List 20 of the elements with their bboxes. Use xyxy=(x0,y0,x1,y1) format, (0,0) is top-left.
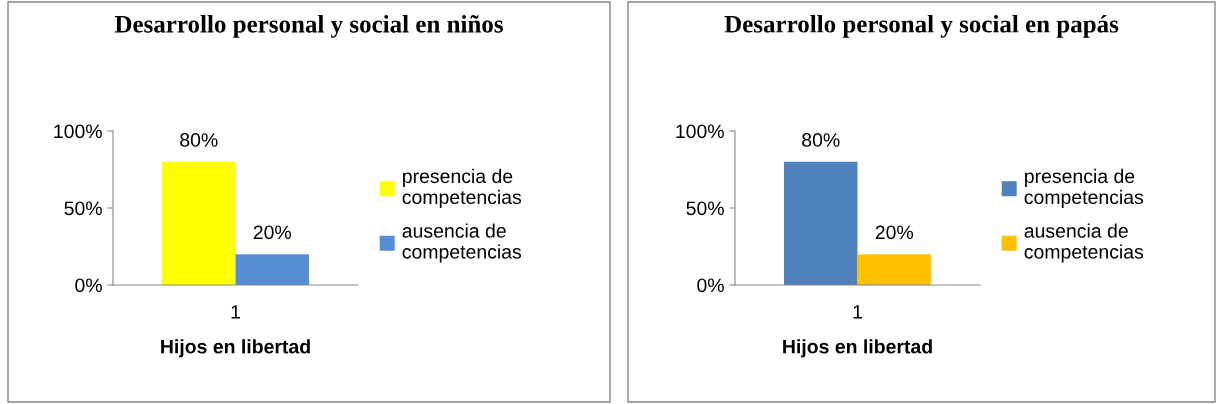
y-tick-label: 0% xyxy=(697,278,724,293)
x-tick-label: 1 xyxy=(231,305,240,319)
chart-title: Desarrollo personal y social en papás xyxy=(724,15,1119,38)
x-axis-title: Hijos en libertad xyxy=(161,339,310,358)
legend-label: ausencia de competencias xyxy=(402,223,522,263)
y-tick-label: 0% xyxy=(75,278,102,293)
data-label: 20% xyxy=(253,225,292,240)
data-label: 80% xyxy=(802,133,840,147)
y-tick-label: 50% xyxy=(686,201,724,216)
data-label: 20% xyxy=(875,225,914,240)
x-axis-title: Hijos en libertad xyxy=(783,339,932,358)
y-tick-label: 100% xyxy=(676,124,724,139)
legend-label: presencia de competencias xyxy=(402,168,522,208)
legend-label: presencia de competencias xyxy=(1024,168,1144,208)
data-label: 80% xyxy=(180,133,218,147)
y-tick-label: 100% xyxy=(54,124,102,139)
x-tick-label: 1 xyxy=(853,305,862,319)
chart-title: Desarrollo personal y social en niños xyxy=(114,15,503,38)
legend-label: ausencia de competencias xyxy=(1024,223,1144,263)
y-tick-label: 50% xyxy=(64,201,102,216)
